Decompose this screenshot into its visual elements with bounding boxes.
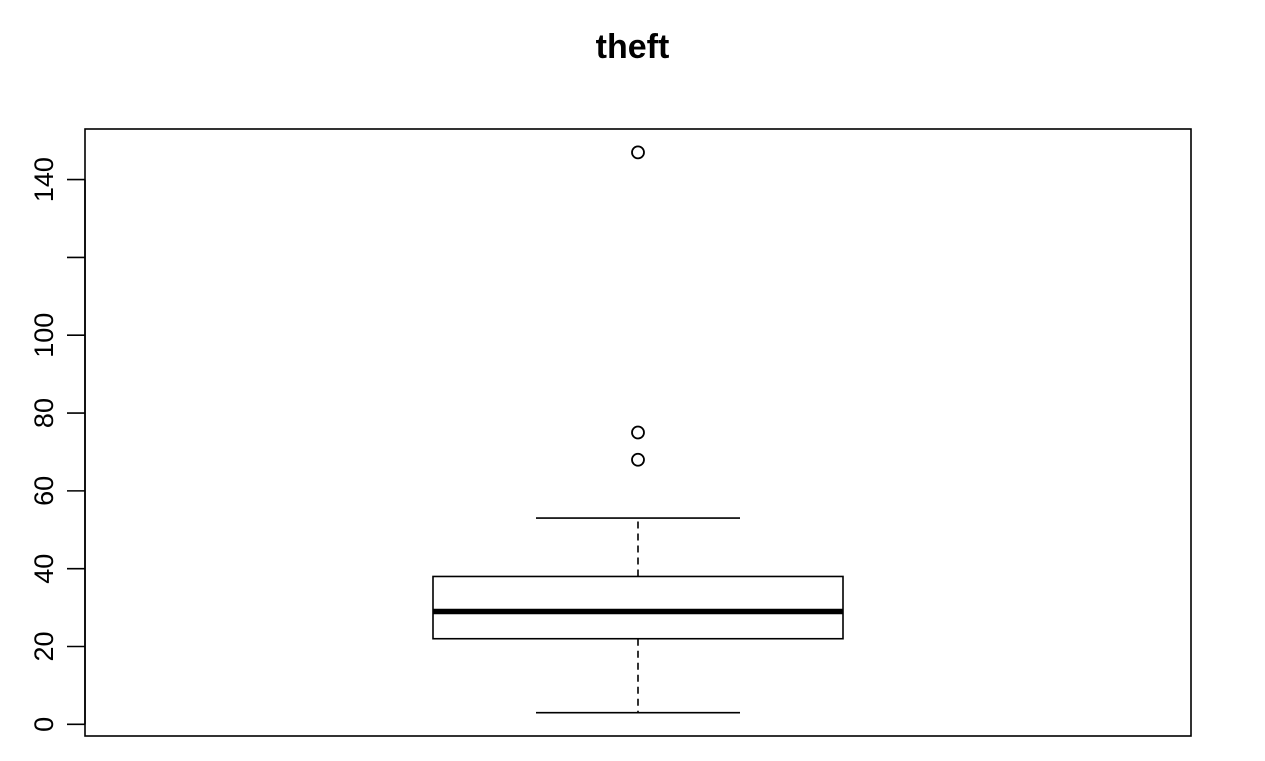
y-tick-label: 80 (29, 398, 59, 428)
y-tick-label: 140 (29, 157, 59, 202)
outlier-point (631, 425, 645, 440)
outlier-point (631, 145, 645, 160)
y-tick-label: 40 (29, 554, 59, 584)
outlier-point (631, 452, 645, 467)
y-tick-label: 100 (29, 313, 59, 358)
y-tick-label: 0 (29, 717, 59, 732)
chart-title: theft (595, 28, 670, 66)
y-tick-label: 60 (29, 476, 59, 506)
iqr-box (432, 575, 844, 640)
y-tick-label: 20 (29, 631, 59, 661)
